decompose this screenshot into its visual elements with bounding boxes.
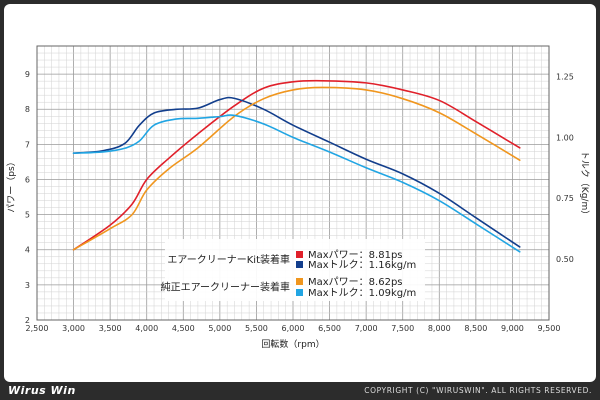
legend-swatch: [296, 251, 303, 258]
y-left-tick-label: 3: [25, 281, 30, 290]
tick-labels: 2,500 3,000 3,500 4,000 4,500 5,000 5,500 6,000…: [6, 70, 590, 350]
legend-background: [165, 239, 425, 301]
legend-swatch: [296, 261, 303, 268]
x-tick-label: 6,000: [282, 324, 305, 333]
legend-item-label: Maxパワー：8.81ps: [308, 249, 403, 261]
legend-item-label: Maxトルク：1.16kg/m: [308, 259, 416, 271]
plot-border: [36, 45, 550, 321]
x-tick-label: 2,500: [26, 324, 49, 333]
y-right-axis-title: トルク（Kg/m）: [579, 151, 590, 219]
x-tick-label: 8,500: [464, 324, 487, 333]
x-tick-label: 4,500: [172, 324, 195, 333]
x-tick-label: 5,000: [208, 324, 231, 333]
y-left-tick-label: 6: [25, 175, 30, 184]
grid: [36, 45, 550, 321]
series-line-2: [72, 96, 521, 248]
y-left-tick-label: 9: [25, 70, 30, 79]
x-tick-label: 7,000: [355, 324, 378, 333]
y-right-tick-label: 1.25: [556, 72, 574, 81]
legend-swatch: [296, 278, 303, 285]
y-right-tick-label: 0.50: [556, 255, 574, 264]
copyright-text: COPYRIGHT (C) "WIRUSWIN". ALL RIGHTS RES…: [364, 386, 592, 395]
x-tick-label: 9,000: [501, 324, 524, 333]
x-tick-label: 5,500: [245, 324, 268, 333]
x-tick-label: 9,500: [538, 324, 561, 333]
x-axis-title: 回転数（rpm）: [261, 338, 324, 350]
legend-group-label: エアークリーナーKit装着車: [167, 253, 290, 266]
series-line-4: [72, 114, 521, 253]
series-line-3: [72, 86, 521, 251]
legend-item-label: Maxパワー：8.62ps: [308, 276, 403, 288]
y-left-tick-label: 8: [25, 105, 30, 114]
series-line-1: [72, 79, 521, 251]
y-right-tick-label: 0.75: [556, 194, 574, 203]
y-left-tick-label: 5: [25, 211, 30, 220]
x-tick-label: 8,000: [428, 324, 451, 333]
y-left-tick-label: 4: [25, 246, 30, 255]
x-tick-label: 6,500: [318, 324, 341, 333]
legend-swatch: [296, 289, 303, 296]
x-tick-label: 7,500: [391, 324, 414, 333]
y-left-tick-label: 7: [25, 140, 30, 149]
legend-item-label: Maxトルク：1.09kg/m: [308, 287, 416, 299]
y-right-tick-label: 1.00: [556, 133, 574, 142]
x-tick-label: 3,000: [62, 324, 85, 333]
x-tick-label: 3,500: [99, 324, 122, 333]
y-left-axis-title: パワー（ps）: [6, 157, 17, 212]
y-left-tick-label: 2: [25, 316, 30, 325]
axes: [36, 45, 550, 321]
x-tick-label: 4,000: [135, 324, 158, 333]
series-lines: [72, 79, 521, 253]
brand-logo: Wirus Win: [8, 384, 76, 397]
legend: エアークリーナーKit装着車 Maxパワー：8.81psMaxトルク：1.16kg…: [161, 239, 425, 301]
legend-group-label: 純正エアークリーナー装着車: [161, 281, 290, 294]
